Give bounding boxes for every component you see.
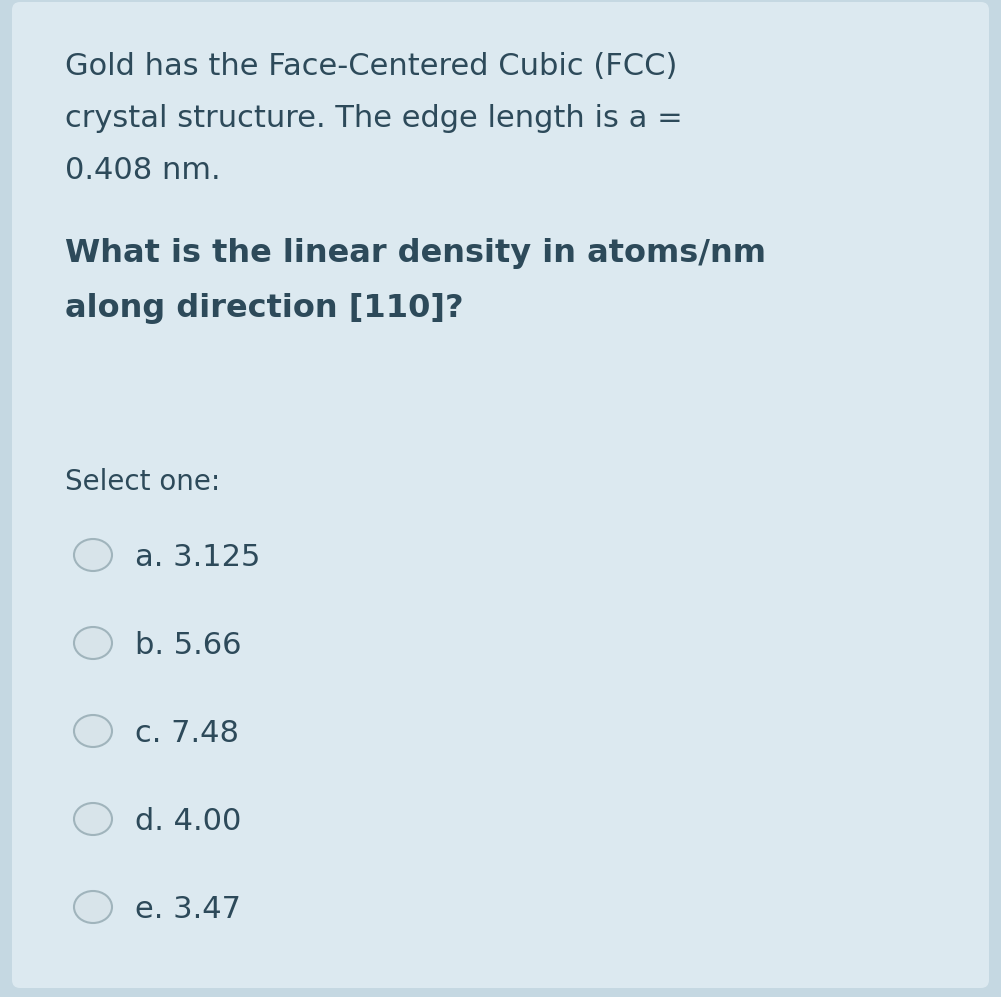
Text: What is the linear density in atoms/nm: What is the linear density in atoms/nm [65,238,766,269]
Text: Select one:: Select one: [65,468,220,496]
Ellipse shape [74,627,112,659]
Text: e. 3.47: e. 3.47 [135,895,241,924]
Text: Gold has the Face-Centered Cubic (FCC): Gold has the Face-Centered Cubic (FCC) [65,52,678,81]
Ellipse shape [74,539,112,571]
Ellipse shape [74,891,112,923]
Ellipse shape [74,715,112,747]
Text: along direction [110]?: along direction [110]? [65,293,463,324]
Text: b. 5.66: b. 5.66 [135,631,241,660]
Text: d. 4.00: d. 4.00 [135,807,241,836]
Text: 0.408 nm.: 0.408 nm. [65,156,220,185]
Text: crystal structure. The edge length is a =: crystal structure. The edge length is a … [65,104,683,133]
Text: c. 7.48: c. 7.48 [135,719,239,748]
Text: a. 3.125: a. 3.125 [135,543,260,572]
Ellipse shape [74,803,112,835]
FancyBboxPatch shape [12,2,989,988]
